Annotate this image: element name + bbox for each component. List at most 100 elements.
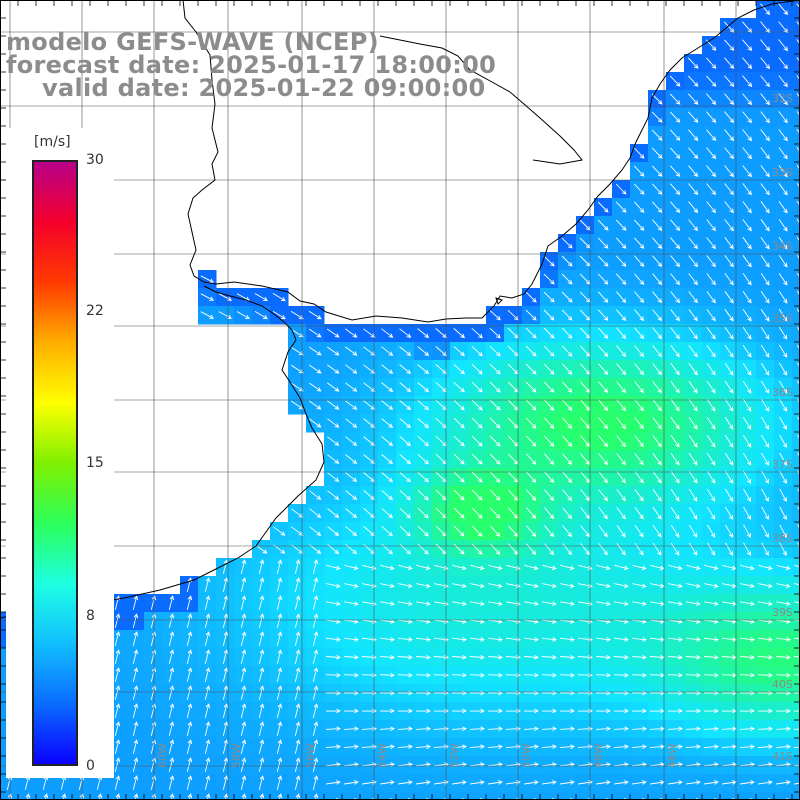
wind-arrow <box>327 490 340 500</box>
wind-arrow <box>797 434 800 441</box>
wind-arrow <box>688 327 698 340</box>
wind-arrow <box>758 619 773 624</box>
wind-arrow <box>560 619 575 624</box>
wind-arrow <box>652 381 662 394</box>
wind-arrow <box>778 272 788 286</box>
wind-arrow <box>743 470 752 484</box>
wind-arrow <box>634 381 644 394</box>
wind-cell <box>792 666 800 685</box>
wind-arrow <box>598 399 609 412</box>
wind-arrow <box>724 291 734 304</box>
wind-arrow <box>399 525 411 537</box>
wind-arrow <box>276 667 283 682</box>
wind-arrow <box>61 793 67 800</box>
model-title: modelo GEFS-WAVE (NCEP) <box>6 28 379 56</box>
colorbar-legend: [m/s] 30 22 15 8 0 <box>6 128 114 778</box>
wind-arrow <box>613 726 629 732</box>
wind-arrow <box>651 129 663 141</box>
wind-arrow <box>343 726 359 732</box>
wind-arrow <box>614 780 629 785</box>
wind-arrow <box>797 506 800 513</box>
wind-arrow <box>309 526 322 536</box>
wind-arrow <box>670 417 680 430</box>
wind-arrow <box>452 619 467 624</box>
wind-arrow <box>616 417 626 430</box>
wind-arrow <box>725 506 734 520</box>
wind-arrow <box>168 685 175 700</box>
wind-arrow <box>471 345 483 357</box>
wind-arrow <box>562 489 573 502</box>
wind-arrow <box>290 400 304 410</box>
wind-arrow <box>379 637 395 642</box>
wind-arrow <box>222 721 229 736</box>
wind-arrow <box>240 739 247 754</box>
wind-arrow <box>797 488 800 495</box>
wind-arrow <box>415 708 431 714</box>
wind-arrow <box>469 726 485 732</box>
wind-arrow <box>222 613 229 628</box>
wind-arrow <box>758 564 773 571</box>
wind-arrow <box>399 454 412 465</box>
wind-arrow <box>345 382 358 392</box>
wind-arrow <box>132 721 139 736</box>
wind-arrow <box>742 380 752 394</box>
wind-arrow <box>560 601 575 606</box>
wind-arrow <box>327 400 340 410</box>
wind-arrow <box>724 129 735 142</box>
wind-arrow <box>381 508 393 519</box>
wind-arrow <box>797 362 800 369</box>
wind-arrow <box>258 559 265 574</box>
wind-arrow <box>561 327 573 339</box>
wind-arrow <box>686 564 701 571</box>
wind-arrow <box>724 147 734 160</box>
wind-cell <box>738 792 757 800</box>
wind-arrow <box>541 672 557 678</box>
wind-arrow <box>168 631 175 646</box>
longitude-label: 50W <box>520 743 533 768</box>
wind-arrow <box>598 471 608 484</box>
wind-arrow <box>685 672 701 678</box>
wind-arrow <box>652 327 662 340</box>
wind-arrow <box>559 637 575 642</box>
wind-arrow <box>562 435 573 448</box>
wind-arrow <box>276 739 283 754</box>
wind-arrow <box>294 775 301 790</box>
wind-arrow <box>489 417 501 429</box>
wind-arrow <box>634 435 644 448</box>
wind-arrow <box>775 672 791 678</box>
wind-arrow <box>451 726 467 732</box>
wind-arrow <box>325 708 341 714</box>
latitude-label: 39S <box>772 606 793 619</box>
wind-arrow <box>276 577 283 592</box>
wind-cell <box>792 270 800 289</box>
wind-arrow <box>487 744 503 749</box>
wind-arrow <box>761 470 769 484</box>
wind-arrow <box>778 21 788 34</box>
wind-arrow <box>616 381 626 394</box>
wind-arrow <box>312 595 319 610</box>
wind-arrow <box>686 780 701 785</box>
wind-arrow <box>312 757 319 772</box>
wind-arrow <box>543 417 555 429</box>
wind-arrow <box>186 613 193 628</box>
wind-arrow <box>724 362 734 376</box>
wind-arrow <box>487 655 503 660</box>
wind-arrow <box>415 726 431 732</box>
wind-arrow <box>222 685 229 700</box>
wind-arrow <box>327 472 340 482</box>
wind-arrow <box>796 308 800 315</box>
wind-arrow <box>706 237 716 250</box>
wind-arrow <box>132 775 139 790</box>
wind-arrow <box>688 381 698 394</box>
wind-arrow <box>417 346 430 357</box>
wind-arrow <box>686 619 701 624</box>
wind-arrow <box>295 793 301 800</box>
wind-arrow <box>724 165 734 178</box>
wind-arrow <box>704 564 719 571</box>
wind-arrow <box>797 344 800 351</box>
wind-arrow <box>290 382 304 392</box>
wind-arrow <box>633 219 645 231</box>
wind-arrow <box>451 655 467 660</box>
wind-arrow <box>668 780 683 785</box>
wind-arrow <box>670 542 680 556</box>
